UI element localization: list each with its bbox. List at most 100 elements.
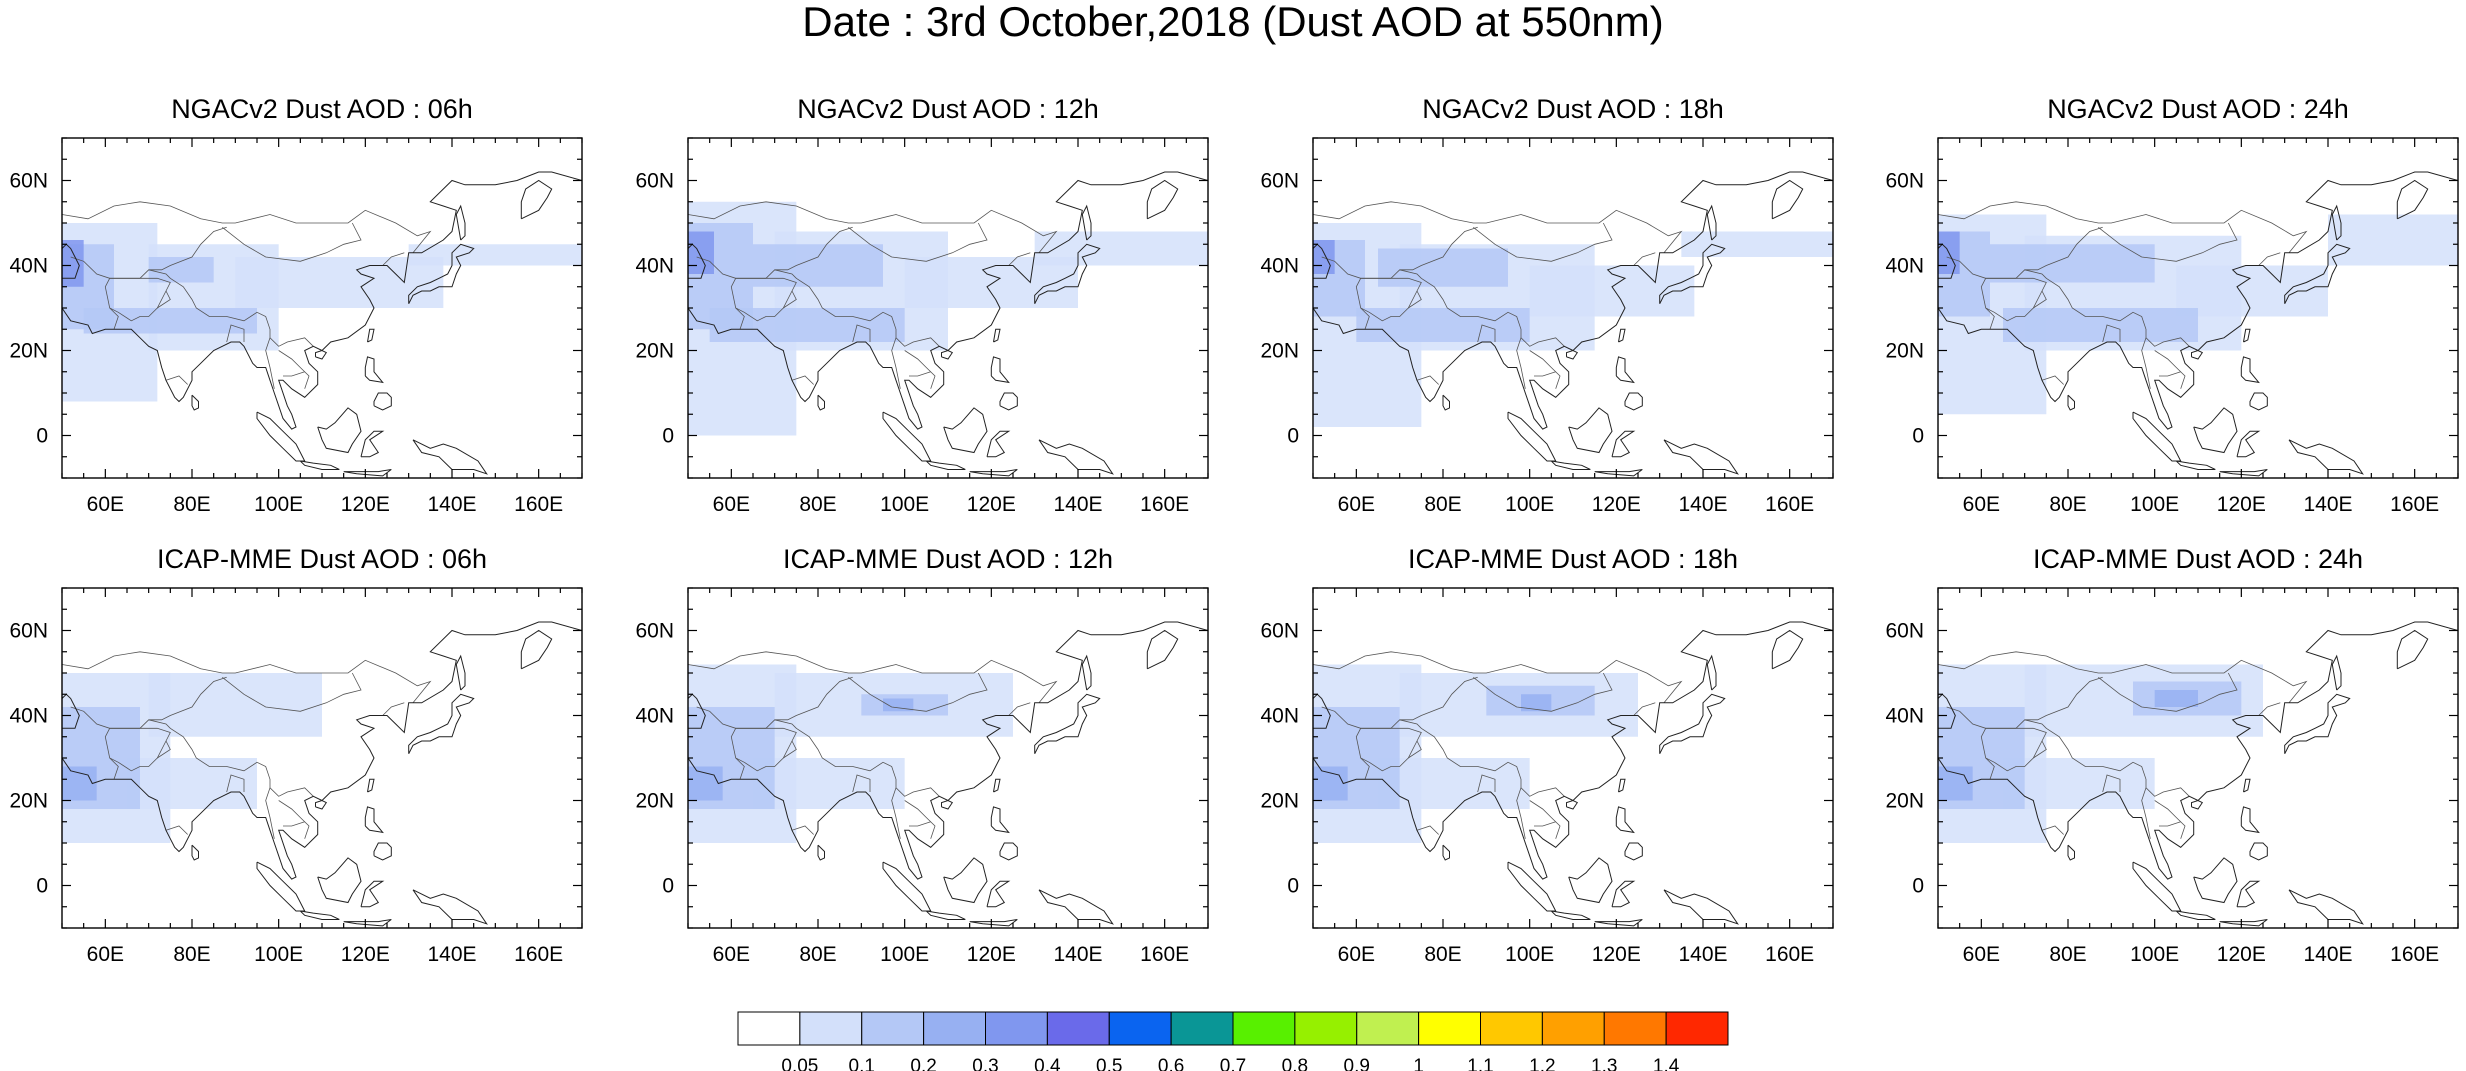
panel-title: ICAP-MME Dust AOD : 06h bbox=[157, 544, 487, 574]
country-border bbox=[904, 350, 936, 389]
coastline bbox=[299, 910, 340, 920]
lon-tick-label: 80E bbox=[2049, 493, 2086, 516]
dust-shaded-region bbox=[62, 766, 97, 801]
dust-shaded-region bbox=[1378, 758, 1530, 809]
country-border bbox=[148, 269, 314, 347]
coastline bbox=[2249, 392, 2268, 411]
coastline bbox=[364, 356, 384, 384]
country-border bbox=[222, 222, 362, 262]
coastline bbox=[986, 880, 1011, 908]
colorbar-label: 1.3 bbox=[1591, 1056, 1617, 1071]
coastline bbox=[455, 204, 466, 241]
coastline bbox=[1611, 880, 1636, 908]
country-border bbox=[1985, 307, 1995, 330]
map-panel: 60E 80E 100E 120E 140E 160E 60N 40N 20N 0 NGACv2 D… bbox=[1885, 94, 2459, 516]
country-border bbox=[1313, 201, 1683, 254]
coastline bbox=[1659, 243, 1726, 305]
country-border bbox=[1938, 201, 2308, 254]
lat-tick-label: 20N bbox=[9, 340, 48, 363]
country-border bbox=[904, 800, 936, 839]
country-border bbox=[1985, 757, 1995, 780]
coastline bbox=[1618, 778, 1626, 793]
lat-tick-label: 20N bbox=[9, 790, 48, 813]
coastline bbox=[941, 799, 954, 810]
coastline bbox=[986, 430, 1011, 458]
coastline bbox=[688, 171, 1208, 430]
coastline bbox=[1706, 204, 1717, 241]
lat-tick-label: 40N bbox=[1260, 255, 1299, 278]
country-border bbox=[1516, 337, 1526, 389]
country-border bbox=[2024, 269, 2190, 347]
lat-tick-label: 20N bbox=[1885, 340, 1924, 363]
lon-tick-label: 80E bbox=[1424, 943, 1461, 966]
dust-shaded-region bbox=[127, 758, 257, 809]
lon-tick-label: 60E bbox=[87, 943, 124, 966]
coastline bbox=[1624, 392, 1643, 411]
coastline bbox=[1507, 411, 1557, 462]
colorbar-swatch bbox=[985, 1011, 1048, 1046]
colorbar-swatch bbox=[1418, 1011, 1481, 1046]
coastline bbox=[2284, 693, 2351, 755]
country-border bbox=[848, 222, 988, 262]
coastline bbox=[2193, 857, 2238, 904]
coastline bbox=[925, 910, 966, 920]
panel-title: NGACv2 Dust AOD : 24h bbox=[2047, 94, 2349, 124]
lat-tick-label: 60N bbox=[1260, 170, 1299, 193]
coastline bbox=[993, 778, 1001, 793]
panel-title: ICAP-MME Dust AOD : 18h bbox=[1408, 544, 1738, 574]
lon-tick-label: 100E bbox=[254, 493, 303, 516]
country-border bbox=[848, 672, 988, 712]
country-border bbox=[2102, 774, 2121, 793]
dust-shaded-region bbox=[408, 244, 582, 266]
country-border bbox=[1408, 740, 1422, 759]
lon-tick-label: 140E bbox=[427, 493, 476, 516]
coastline bbox=[1034, 243, 1101, 305]
coastline bbox=[943, 857, 988, 904]
country-border bbox=[1534, 821, 1556, 827]
coastline bbox=[62, 171, 582, 430]
country-border bbox=[2141, 337, 2151, 389]
coastline bbox=[2331, 204, 2342, 241]
country-border bbox=[278, 800, 310, 839]
coastline bbox=[1442, 394, 1450, 411]
lon-tick-label: 100E bbox=[254, 943, 303, 966]
coastline bbox=[1566, 349, 1579, 360]
country-border bbox=[165, 825, 188, 835]
coastline bbox=[1618, 328, 1626, 343]
colorbar-label: 1 bbox=[1413, 1056, 1424, 1071]
colorbar-label: 0.9 bbox=[1344, 1056, 1370, 1071]
dust-shaded-region bbox=[753, 244, 883, 287]
lat-tick-label: 60N bbox=[635, 170, 674, 193]
coastline bbox=[1313, 171, 1833, 430]
coastline bbox=[1442, 844, 1450, 861]
colorbar-label: 0.3 bbox=[972, 1056, 998, 1071]
country-border bbox=[1529, 350, 1561, 389]
country-border bbox=[852, 774, 871, 793]
lon-tick-label: 120E bbox=[341, 493, 390, 516]
dust-shaded-region bbox=[688, 231, 714, 274]
coastline bbox=[1550, 460, 1591, 470]
country-border bbox=[283, 821, 305, 827]
colorbar-swatch bbox=[799, 1011, 863, 1046]
country-border bbox=[2154, 350, 2186, 389]
country-border bbox=[2159, 821, 2181, 827]
country-border bbox=[774, 719, 940, 797]
lon-tick-label: 100E bbox=[2130, 493, 2179, 516]
coastline bbox=[364, 806, 384, 834]
country-border bbox=[1408, 290, 1422, 309]
coastline bbox=[1568, 407, 1613, 454]
coastline bbox=[2067, 394, 2075, 411]
country-border bbox=[109, 307, 119, 330]
lon-tick-label: 100E bbox=[1505, 943, 1554, 966]
dust-shaded-region bbox=[1378, 248, 1508, 287]
coastline bbox=[256, 861, 306, 912]
dust-shaded-region bbox=[148, 673, 322, 737]
map-area bbox=[688, 621, 1208, 927]
map-panel: 60E 80E 100E 120E 140E 160E 60N 40N 20N 0 NGACv2 D… bbox=[1260, 94, 1834, 516]
country-border bbox=[109, 757, 119, 780]
colorbar-swatch bbox=[861, 1011, 925, 1046]
coastline bbox=[256, 411, 306, 462]
dust-shaded-region bbox=[2003, 758, 2155, 809]
lon-tick-label: 100E bbox=[2130, 943, 2179, 966]
country-border bbox=[1008, 252, 1031, 266]
